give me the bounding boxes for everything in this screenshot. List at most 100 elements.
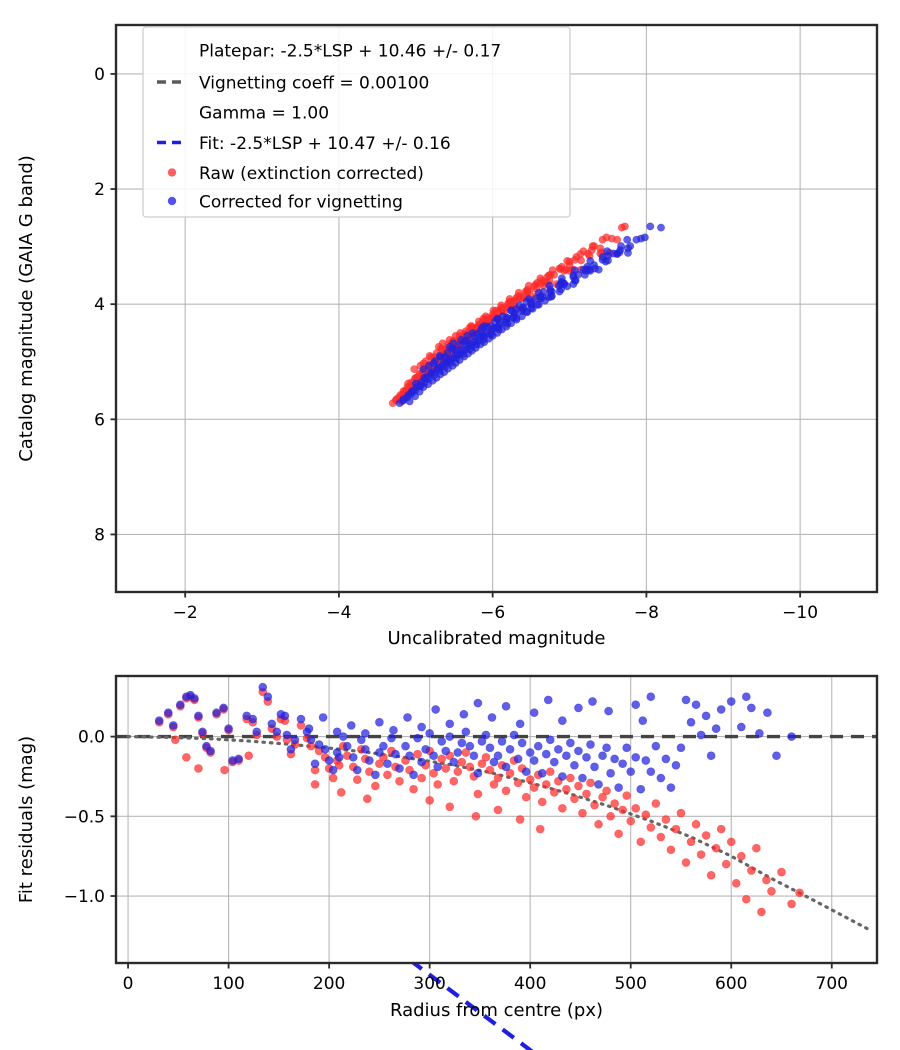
data-point [560, 280, 569, 288]
data-point [328, 765, 338, 775]
x-tick-label: −6 [480, 603, 505, 623]
data-point [661, 754, 671, 764]
data-point [375, 717, 384, 727]
data-point [525, 775, 535, 784]
x-tick-label: 0 [123, 974, 134, 994]
data-point [190, 693, 199, 703]
data-point [441, 746, 451, 756]
data-point [477, 737, 487, 746]
data-point [636, 837, 646, 847]
data-point [473, 789, 483, 799]
data-point [395, 764, 404, 773]
data-point [318, 713, 328, 722]
data-point [582, 752, 591, 762]
data-point [429, 768, 439, 778]
data-point [541, 780, 551, 789]
data-point [557, 716, 567, 725]
data-point [410, 365, 419, 374]
data-point [577, 256, 586, 265]
x-tick-label: 500 [614, 974, 646, 994]
data-point [493, 773, 503, 783]
data-point [449, 776, 459, 786]
data-point [570, 760, 579, 770]
data-point [513, 754, 523, 764]
data-point [296, 714, 306, 724]
data-point [531, 294, 540, 303]
data-point [570, 266, 579, 275]
y-axis-label: Catalog magnitude (GAIA G band) [16, 155, 37, 462]
data-point [487, 330, 496, 339]
data-point [666, 845, 676, 855]
data-point [461, 727, 471, 737]
data-point [588, 697, 597, 706]
data-point [529, 756, 539, 765]
data-point [646, 692, 656, 702]
data-point [421, 744, 430, 754]
data-point [721, 859, 731, 869]
data-point [613, 235, 622, 244]
data-point [549, 757, 559, 767]
y-tick-label: −1.0 [64, 887, 105, 907]
data-point [574, 781, 583, 791]
data-point [631, 803, 641, 813]
data-point [651, 799, 661, 808]
data-point [405, 751, 414, 761]
data-point [234, 754, 243, 764]
data-point [501, 762, 511, 772]
data-point [441, 362, 449, 371]
data-point [681, 695, 691, 705]
residual-series-corrected [154, 682, 796, 794]
data-point [676, 808, 686, 818]
data-point [579, 247, 588, 256]
data-point [736, 851, 746, 861]
data-point [481, 730, 491, 740]
data-point [757, 907, 766, 917]
data-point [777, 867, 786, 877]
data-point [409, 784, 418, 794]
data-point [433, 762, 443, 772]
data-point [453, 748, 463, 757]
x-tick-label: 700 [816, 974, 848, 994]
data-point [473, 698, 483, 708]
data-point [263, 692, 273, 702]
x-axis-label: Radius from centre (px) [390, 1000, 603, 1021]
data-point [224, 724, 233, 733]
data-point [472, 340, 481, 349]
data-point [701, 711, 711, 721]
data-point [676, 743, 686, 753]
data-point [646, 767, 656, 777]
legend-entry-label-1: Vignetting coeff = 0.00100 [199, 74, 429, 94]
data-point [614, 829, 623, 839]
data-point [220, 765, 229, 775]
data-point [582, 789, 591, 799]
data-point [417, 757, 426, 767]
y-tick-label: 2 [94, 180, 105, 200]
data-point [371, 781, 380, 791]
data-point [453, 767, 463, 777]
data-point [445, 719, 455, 729]
data-point [383, 759, 392, 769]
legend-entry-label-5: Corrected for vignetting [199, 193, 403, 213]
data-point [716, 705, 726, 714]
data-point [594, 265, 603, 274]
data-point [585, 265, 594, 274]
data-point [497, 305, 506, 314]
data-point [509, 314, 518, 322]
data-point [494, 315, 502, 324]
data-point [360, 729, 370, 738]
data-point [154, 716, 164, 725]
data-point [598, 751, 607, 761]
legend-entry-label-2: Gamma = 1.00 [199, 104, 329, 124]
data-point [594, 819, 603, 829]
data-point [529, 783, 539, 792]
data-point [529, 708, 539, 718]
data-point [574, 703, 583, 713]
data-point [726, 837, 736, 847]
y-tick-label: 4 [94, 295, 105, 315]
data-point [519, 303, 528, 312]
data-point [509, 730, 519, 740]
data-point [622, 791, 632, 800]
data-point [622, 743, 632, 753]
data-point [310, 759, 320, 769]
